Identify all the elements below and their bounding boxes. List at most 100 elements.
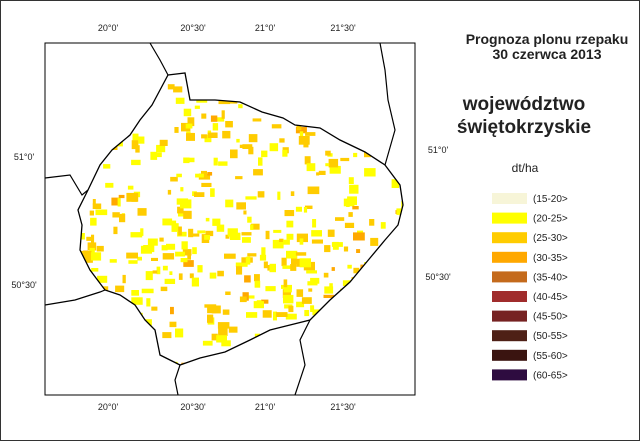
yield-cell bbox=[225, 199, 234, 208]
yield-cell bbox=[105, 182, 114, 188]
yield-cell bbox=[186, 133, 195, 141]
top-coordinate: 21°30' bbox=[330, 23, 356, 33]
yield-cell bbox=[194, 105, 200, 109]
yield-cell bbox=[340, 157, 350, 162]
legend-label: (40-45> bbox=[533, 292, 568, 303]
yield-cell bbox=[291, 255, 297, 265]
yield-cell bbox=[113, 226, 118, 235]
yield-cell bbox=[296, 123, 302, 131]
yield-cell bbox=[150, 151, 158, 160]
yield-cell bbox=[254, 280, 261, 288]
yield-cell bbox=[178, 226, 182, 236]
yield-cell bbox=[90, 217, 97, 226]
yield-cell bbox=[166, 243, 176, 250]
yield-cell bbox=[257, 191, 265, 198]
yield-cell bbox=[135, 145, 140, 153]
yield-cell bbox=[151, 257, 158, 261]
yield-cell bbox=[290, 191, 295, 196]
yield-cell bbox=[222, 130, 231, 139]
yield-cell bbox=[283, 279, 288, 288]
yield-cell bbox=[187, 254, 191, 260]
yield-cell bbox=[183, 108, 192, 117]
yield-cell bbox=[396, 208, 403, 215]
yield-cell bbox=[138, 136, 145, 144]
yield-cell bbox=[307, 186, 320, 195]
yield-cell bbox=[201, 170, 207, 175]
yield-cell bbox=[224, 253, 236, 259]
yield-cell bbox=[112, 212, 120, 218]
yield-cell bbox=[391, 179, 400, 188]
yield-cell bbox=[187, 117, 195, 127]
yield-cell bbox=[217, 322, 230, 329]
yield-cell bbox=[132, 133, 139, 141]
yield-cell bbox=[178, 211, 189, 217]
yield-cell bbox=[209, 272, 217, 279]
yield-cell bbox=[181, 241, 188, 250]
yield-cell bbox=[207, 314, 214, 323]
yield-cell bbox=[283, 286, 292, 293]
yield-cell bbox=[348, 177, 354, 184]
yield-cell bbox=[248, 134, 258, 143]
yield-cell bbox=[244, 275, 251, 283]
yield-cell bbox=[311, 239, 323, 244]
yield-cell bbox=[192, 233, 200, 237]
yield-cell bbox=[146, 298, 151, 307]
yield-cell bbox=[281, 257, 287, 267]
yield-cell bbox=[296, 301, 305, 308]
legend-swatch bbox=[492, 193, 527, 204]
yield-cell bbox=[87, 242, 97, 251]
yield-cell bbox=[80, 250, 92, 259]
yield-cell bbox=[201, 113, 207, 119]
yield-cell bbox=[316, 172, 320, 176]
yield-cell bbox=[286, 233, 294, 240]
title-line: Prognoza plonu rzepaku bbox=[466, 31, 629, 47]
yield-cell bbox=[353, 152, 358, 158]
yield-cell bbox=[343, 198, 355, 207]
yield-cell bbox=[236, 266, 243, 275]
yield-cell bbox=[225, 291, 231, 295]
yield-cell bbox=[301, 297, 312, 304]
yield-cell bbox=[122, 274, 126, 284]
yield-cell bbox=[284, 304, 293, 309]
yield-cell bbox=[271, 124, 282, 129]
yield-cell bbox=[131, 140, 139, 150]
yield-cell bbox=[161, 245, 168, 251]
yield-cell bbox=[126, 252, 138, 259]
yield-cell bbox=[89, 210, 94, 216]
yield-cell bbox=[204, 235, 211, 240]
yield-cell bbox=[97, 275, 108, 283]
coordinate-labels: 20°0' 20°30' 21°0' 21°30' 20°0' 20°30' 21°0' 21… bbox=[11, 23, 451, 412]
yield-cell bbox=[282, 149, 288, 157]
yield-cell bbox=[256, 300, 262, 306]
yield-cell bbox=[210, 188, 215, 197]
legend-label: (35-40> bbox=[533, 272, 568, 283]
yield-cell bbox=[159, 139, 168, 146]
yield-cell bbox=[197, 230, 206, 234]
yield-cell bbox=[344, 222, 355, 228]
legend-swatch bbox=[492, 349, 527, 361]
yield-cell bbox=[246, 312, 258, 318]
yield-cell bbox=[156, 266, 161, 275]
yield-cell bbox=[296, 233, 308, 243]
region-name: województwo bbox=[462, 94, 585, 115]
yield-cell bbox=[295, 206, 302, 212]
yield-cell bbox=[117, 197, 121, 207]
yield-cell bbox=[205, 230, 214, 237]
yield-cell bbox=[308, 288, 313, 292]
neighbour-borders bbox=[44, 42, 396, 396]
yield-cell bbox=[212, 117, 225, 122]
yield-cell bbox=[89, 247, 95, 257]
yield-cell bbox=[225, 121, 233, 128]
yield-cell bbox=[180, 199, 192, 209]
yield-cell bbox=[103, 164, 111, 169]
yield-cell bbox=[284, 210, 295, 217]
yield-cell bbox=[258, 157, 263, 166]
yield-cell bbox=[349, 186, 355, 190]
yield-cell bbox=[310, 305, 315, 312]
yield-cell bbox=[252, 118, 262, 122]
right-coordinate: 51°0' bbox=[428, 145, 449, 155]
yield-cell bbox=[307, 281, 318, 286]
yield-cell bbox=[178, 273, 183, 280]
yield-cell bbox=[130, 232, 143, 238]
yield-cell bbox=[261, 247, 266, 256]
